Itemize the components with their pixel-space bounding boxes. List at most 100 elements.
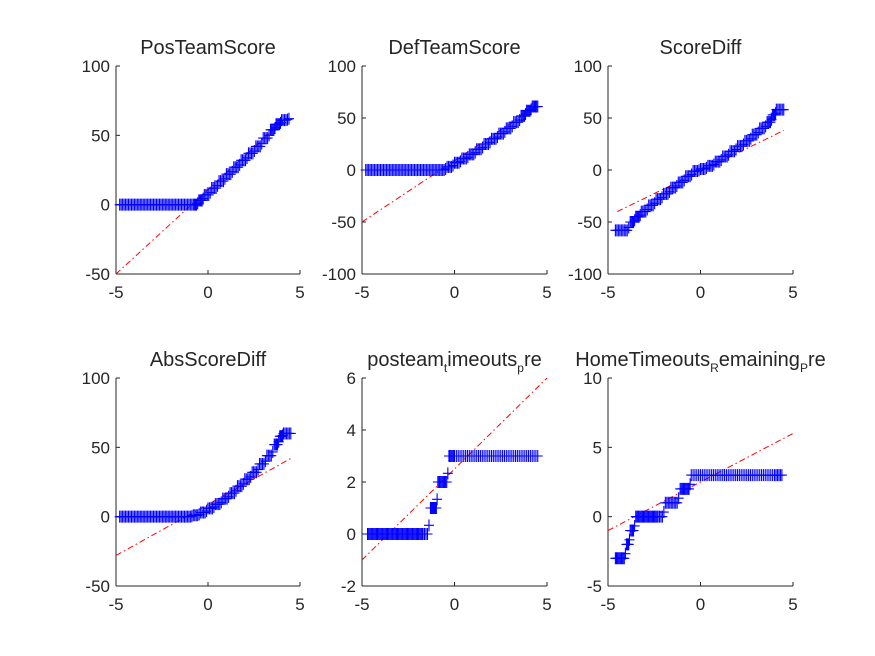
subplot-title: PosTeamScore xyxy=(140,37,276,59)
y-tick-label: 2 xyxy=(347,473,356,492)
x-tick-label: -5 xyxy=(600,283,615,302)
data-point-marker xyxy=(640,205,651,218)
data-point-marker xyxy=(619,552,630,565)
reference-line xyxy=(617,130,784,213)
data-point-marker xyxy=(513,116,524,129)
data-point-marker xyxy=(532,450,543,462)
x-tick-label: 0 xyxy=(203,595,212,614)
data-point-marker xyxy=(218,175,229,188)
data-point-marker xyxy=(285,427,296,440)
data-point-marker xyxy=(225,168,236,181)
data-point-marker xyxy=(262,132,273,145)
x-tick-label: -5 xyxy=(354,595,369,614)
y-tick-label: -50 xyxy=(85,265,110,284)
x-tick-label: 0 xyxy=(450,283,459,302)
subplot-6: -5 0 5 10 -5 0 5 HomeTimeoutsRemainingPre xyxy=(575,349,826,614)
y-tick-label: -50 xyxy=(577,213,602,232)
data-point-marker xyxy=(275,116,286,129)
data-point-marker xyxy=(684,482,695,495)
title-subscript: t xyxy=(444,361,448,375)
data-point-marker xyxy=(673,492,684,505)
y-tick-label: 0 xyxy=(593,508,602,527)
x-tick-label: -5 xyxy=(108,595,123,614)
data-point-marker xyxy=(657,510,668,523)
y-tick-label: -100 xyxy=(322,265,356,284)
subplot-title: ScoreDiff xyxy=(660,37,742,59)
subplot-5: -2 0 2 4 6 -5 0 5 posteamtimeoutspre xyxy=(341,349,552,614)
data-point-marker xyxy=(685,478,696,491)
data-point-marker xyxy=(258,457,269,470)
y-tick-label: -50 xyxy=(85,577,110,596)
data-point-marker xyxy=(203,188,214,201)
subplot-title: posteamtimeoutspre xyxy=(367,349,542,375)
data-point-marker xyxy=(751,128,762,141)
title-subscript: P xyxy=(800,361,808,375)
data-point-marker xyxy=(267,445,278,458)
data-point-marker xyxy=(778,103,789,116)
title-text: re xyxy=(808,349,826,371)
data-point-marker xyxy=(422,528,433,540)
subplot-title: HomeTimeoutsRemainingPre xyxy=(575,349,826,375)
data-point-marker xyxy=(662,187,673,200)
x-tick-label: 0 xyxy=(696,595,705,614)
data-point-marker xyxy=(677,176,688,189)
y-tick-label: 4 xyxy=(347,421,356,440)
data-point-marker xyxy=(505,122,516,135)
x-tick-label: 5 xyxy=(295,595,304,614)
data-point-marker xyxy=(255,140,266,153)
data-point-marker xyxy=(744,134,755,147)
data-point-marker xyxy=(622,224,633,237)
data-point-marker xyxy=(776,469,787,482)
data-point-marker xyxy=(441,476,452,488)
y-tick-label: 50 xyxy=(91,126,110,145)
y-tick-label: 10 xyxy=(583,369,602,388)
data-point-marker xyxy=(628,524,639,537)
data-point-marker xyxy=(211,182,222,195)
data-point-marker xyxy=(260,455,271,468)
x-tick-label: 5 xyxy=(542,595,551,614)
data-point-marker xyxy=(283,112,294,125)
x-tick-label: 5 xyxy=(788,595,797,614)
data-point-marker xyxy=(442,467,453,480)
data-point-marker xyxy=(629,519,640,532)
data-point-marker xyxy=(236,480,247,493)
y-tick-label: -5 xyxy=(587,577,602,596)
y-tick-label: 100 xyxy=(82,57,110,76)
data-point-marker xyxy=(620,547,631,560)
y-tick-label: 0 xyxy=(101,508,110,527)
data-point-marker xyxy=(532,100,543,113)
x-tick-label: 0 xyxy=(696,283,705,302)
data-point-marker xyxy=(648,199,659,212)
data-point-marker xyxy=(658,506,669,519)
y-tick-label: 0 xyxy=(593,161,602,180)
y-tick-label: 100 xyxy=(82,369,110,388)
data-point-marker xyxy=(233,161,244,174)
data-point-marker xyxy=(251,466,262,479)
reference-line xyxy=(361,105,539,223)
title-text: posteam xyxy=(367,349,444,371)
subplot-title: DefTeamScore xyxy=(388,37,520,59)
y-tick-label: 50 xyxy=(91,438,110,457)
data-point-marker xyxy=(244,473,255,486)
reference-line xyxy=(607,433,794,531)
x-tick-label: -5 xyxy=(600,595,615,614)
y-tick-label: 0 xyxy=(347,525,356,544)
x-tick-label: -5 xyxy=(108,283,123,302)
data-point-marker xyxy=(431,502,442,514)
title-subscript: p xyxy=(517,361,524,375)
data-point-marker xyxy=(247,147,258,160)
y-tick-label: 100 xyxy=(574,57,602,76)
y-tick-label: 50 xyxy=(337,109,356,128)
y-tick-label: 0 xyxy=(101,196,110,215)
x-tick-label: -5 xyxy=(354,283,369,302)
x-tick-label: 5 xyxy=(295,283,304,302)
data-point-marker xyxy=(432,493,443,506)
y-tick-label: 50 xyxy=(583,109,602,128)
title-text: imeouts xyxy=(447,349,517,371)
data-point-marker xyxy=(229,487,240,500)
